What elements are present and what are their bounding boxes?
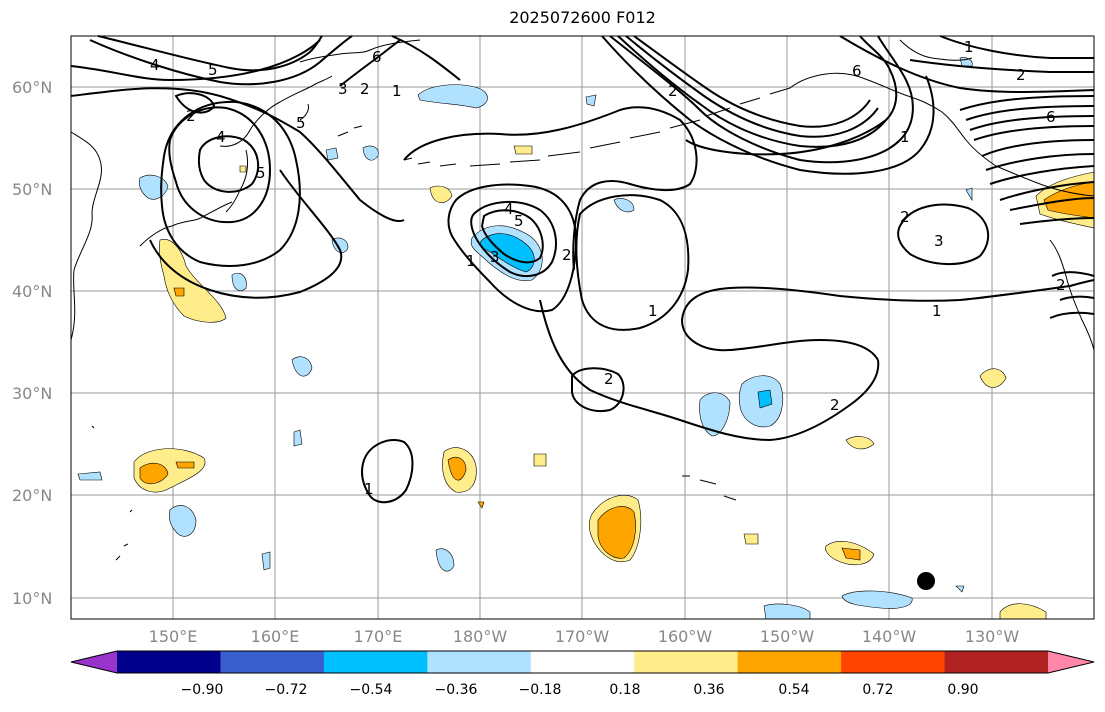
colorbar-segment [737, 651, 842, 673]
contour-label: 2 [830, 396, 840, 414]
lat-label: 50°N [12, 180, 52, 199]
colorbar-tick-label: −0.18 [519, 682, 562, 698]
gridlines [71, 36, 1094, 619]
colorbar-tick-label: 0.18 [609, 682, 640, 698]
contour-label: 1 [932, 302, 942, 320]
colorbar-tick-label: 0.36 [693, 682, 724, 698]
colorbar-tick-label: −0.72 [265, 682, 308, 698]
colorbar-tick-label: −0.54 [350, 682, 393, 698]
positive-shading [133, 145, 1095, 620]
lon-label: 160°W [658, 627, 713, 646]
lat-label: 10°N [12, 589, 52, 608]
contour-label: 2 [900, 208, 910, 226]
contour-label: 6 [852, 62, 862, 80]
colorbar-tick-label: 0.72 [862, 682, 893, 698]
contour-label: 4 [150, 56, 160, 74]
contour-label: 5 [256, 164, 266, 182]
contour-label: 1 [964, 38, 974, 56]
contour-label: 3 [934, 232, 944, 250]
lon-label: 180°W [453, 627, 508, 646]
lat-label: 30°N [12, 384, 52, 403]
contour-label: 2 [604, 370, 614, 388]
contour-label: 6 [372, 48, 382, 66]
contour-label: 3 [338, 80, 348, 98]
contour-lines [70, 35, 1095, 504]
contour-label: 1 [466, 252, 476, 270]
colorbar-tick-label: 0.54 [778, 682, 809, 698]
map-title: 2025072600 F012 [509, 8, 656, 27]
contour-label: 2 [186, 107, 196, 125]
contour-label: 5 [296, 114, 306, 132]
contour-label: 1 [648, 302, 658, 320]
contour-labels: 4 5 2 4 5 5 3 2 1 6 4 5 1 3 2 1 2 1 2 1 … [150, 38, 1066, 498]
coastlines [70, 39, 1095, 561]
colorbar-tick-label: −0.90 [181, 682, 224, 698]
contour-label: 3 [490, 248, 500, 266]
colorbar [70, 650, 1095, 674]
colorbar-segment [530, 651, 635, 673]
colorbar-extend-min [71, 651, 117, 673]
contour-label: 2 [360, 80, 370, 98]
colorbar-segment [634, 651, 739, 673]
lon-label: 150°W [760, 627, 815, 646]
contour-label: 2 [1056, 276, 1066, 294]
contour-label: 4 [216, 128, 226, 146]
position-marker [917, 572, 935, 590]
contour-label: 5 [208, 61, 218, 79]
contour-label: 2 [668, 82, 678, 100]
colorbar-tick-label: 0.90 [947, 682, 978, 698]
lon-label: 140°W [862, 627, 917, 646]
colorbar-outline [70, 650, 1095, 674]
longitude-labels: 150°E 160°E 170°E 180°W 170°W 160°W 150°… [149, 627, 1020, 646]
lon-label: 150°E [149, 627, 198, 646]
contour-label: 6 [1046, 108, 1056, 126]
lat-label: 40°N [12, 282, 52, 301]
contour-label: 4 [504, 200, 514, 218]
colorbar-extend-max [1048, 651, 1094, 673]
contour-label: 2 [1016, 66, 1026, 84]
contour-label: 1 [364, 480, 374, 498]
contour-label: 1 [392, 82, 402, 100]
colorbar-ticks: −0.90 −0.72 −0.54 −0.36 −0.18 0.18 0.36 … [181, 682, 979, 698]
lon-label: 170°W [555, 627, 610, 646]
map-border [70, 35, 1095, 620]
contour-label: 1 [900, 128, 910, 146]
lat-label: 60°N [12, 78, 52, 97]
contour-label: 2 [562, 246, 572, 264]
lon-label: 160°E [251, 627, 300, 646]
colorbar-segment [117, 651, 221, 673]
colorbar-segment [323, 651, 428, 673]
lon-label: 130°W [965, 627, 1020, 646]
colorbar-segment [220, 651, 325, 673]
lat-label: 20°N [12, 486, 52, 505]
colorbar-tick-label: −0.36 [435, 682, 478, 698]
colorbar-segment [427, 651, 532, 673]
lon-label: 170°E [354, 627, 403, 646]
colorbar-segment [944, 651, 1049, 673]
colorbar-segment [841, 651, 946, 673]
latitude-labels: 60°N 50°N 40°N 30°N 20°N 10°N [12, 78, 52, 608]
contour-label: 5 [514, 212, 524, 230]
